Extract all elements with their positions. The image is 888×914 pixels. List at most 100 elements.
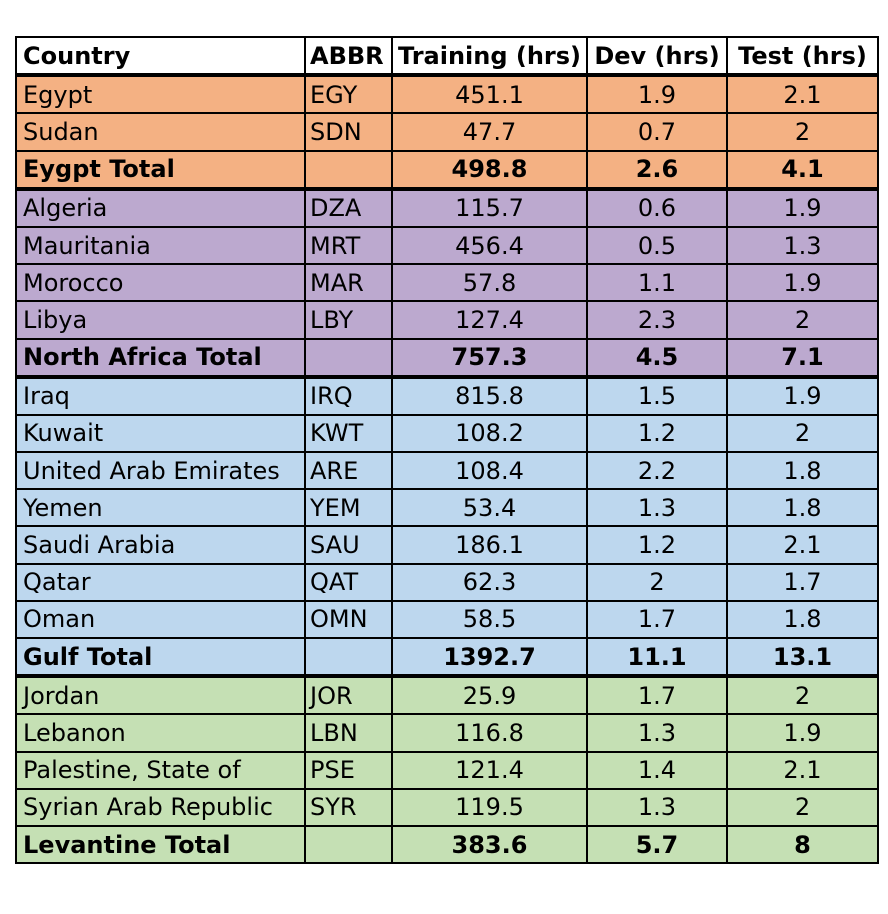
dev-cell: 1.7	[586, 599, 728, 640]
header-row: Country ABBR Training (hrs) Dev (hrs) Te…	[15, 35, 879, 78]
test-cell: 2	[726, 112, 879, 152]
test-cell: 1.9	[726, 375, 879, 416]
header-abbr: ABBR	[304, 35, 393, 78]
dev-cell: 1.7	[586, 675, 728, 716]
country-cell: Kuwait	[15, 413, 306, 454]
abbr-cell: IRQ	[304, 375, 393, 416]
abbr-cell: QAT	[304, 562, 393, 602]
total-test-cell: 13.1	[726, 636, 879, 679]
country-cell: Libya	[15, 300, 306, 340]
total-training-cell: 383.6	[391, 824, 588, 865]
test-cell: 2.1	[726, 74, 879, 115]
total-row: Levantine Total 383.6 5.7 8	[15, 824, 879, 865]
dev-cell: 1.1	[586, 263, 728, 303]
country-cell: Mauritania	[15, 225, 306, 266]
country-cell: Algeria	[15, 187, 306, 228]
test-cell: 1.3	[726, 225, 879, 266]
total-row: Gulf Total 1392.7 11.1 13.1	[15, 636, 879, 679]
training-cell: 815.8	[391, 375, 588, 416]
training-cell: 108.4	[391, 451, 588, 491]
test-cell: 1.9	[726, 713, 879, 753]
abbr-cell: MRT	[304, 225, 393, 266]
total-test-cell: 7.1	[726, 337, 879, 379]
abbr-cell: OMN	[304, 599, 393, 640]
training-cell: 57.8	[391, 263, 588, 303]
country-cell: Sudan	[15, 112, 306, 152]
table-row: Kuwait KWT 108.2 1.2 2	[15, 413, 879, 454]
table-row: Iraq IRQ 815.8 1.5 1.9	[15, 375, 879, 416]
abbr-cell: MAR	[304, 263, 393, 303]
dev-cell: 1.3	[586, 488, 728, 528]
total-dev-cell: 4.5	[586, 337, 728, 379]
total-dev-cell: 2.6	[586, 149, 728, 191]
table-row: Morocco MAR 57.8 1.1 1.9	[15, 263, 879, 303]
country-cell: Palestine, State of	[15, 750, 306, 790]
training-cell: 62.3	[391, 562, 588, 602]
abbr-cell: YEM	[304, 488, 393, 528]
total-label-cell: Levantine Total	[15, 824, 306, 865]
table-row: Mauritania MRT 456.4 0.5 1.3	[15, 225, 879, 266]
training-cell: 47.7	[391, 112, 588, 152]
test-cell: 1.7	[726, 562, 879, 602]
dialect-hours-table: Country ABBR Training (hrs) Dev (hrs) Te…	[15, 35, 879, 865]
training-cell: 456.4	[391, 225, 588, 266]
test-cell: 1.8	[726, 451, 879, 491]
country-cell: Syrian Arab Republic	[15, 787, 306, 827]
dev-cell: 1.4	[586, 750, 728, 790]
country-cell: Saudi Arabia	[15, 525, 306, 565]
abbr-cell: PSE	[304, 750, 393, 790]
table-row: Palestine, State of PSE 121.4 1.4 2.1	[15, 750, 879, 790]
table-body: Egypt EGY 451.1 1.9 2.1 Sudan SDN 47.7 0.7 2 Eygpt…	[15, 74, 879, 865]
total-abbr-cell	[304, 149, 393, 191]
header-dev: Dev (hrs)	[586, 35, 728, 78]
abbr-cell: ARE	[304, 451, 393, 491]
country-cell: United Arab Emirates	[15, 451, 306, 491]
abbr-cell: EGY	[304, 74, 393, 115]
header-country: Country	[15, 35, 306, 78]
total-abbr-cell	[304, 636, 393, 679]
test-cell: 2	[726, 787, 879, 827]
country-cell: Iraq	[15, 375, 306, 416]
abbr-cell: KWT	[304, 413, 393, 454]
training-cell: 53.4	[391, 488, 588, 528]
total-training-cell: 757.3	[391, 337, 588, 379]
dev-cell: 0.5	[586, 225, 728, 266]
training-cell: 115.7	[391, 187, 588, 228]
total-label-cell: Eygpt Total	[15, 149, 306, 191]
table-row: Saudi Arabia SAU 186.1 1.2 2.1	[15, 525, 879, 565]
country-cell: Yemen	[15, 488, 306, 528]
table-row: Sudan SDN 47.7 0.7 2	[15, 112, 879, 152]
abbr-cell: SAU	[304, 525, 393, 565]
training-cell: 58.5	[391, 599, 588, 640]
test-cell: 1.9	[726, 263, 879, 303]
table-row: Syrian Arab Republic SYR 119.5 1.3 2	[15, 787, 879, 827]
total-test-cell: 8	[726, 824, 879, 865]
training-cell: 451.1	[391, 74, 588, 115]
table-row: Algeria DZA 115.7 0.6 1.9	[15, 187, 879, 228]
total-dev-cell: 11.1	[586, 636, 728, 679]
country-cell: Qatar	[15, 562, 306, 602]
training-cell: 121.4	[391, 750, 588, 790]
test-cell: 1.8	[726, 488, 879, 528]
dev-cell: 1.3	[586, 713, 728, 753]
abbr-cell: SDN	[304, 112, 393, 152]
table-row: United Arab Emirates ARE 108.4 2.2 1.8	[15, 451, 879, 491]
test-cell: 2.1	[726, 750, 879, 790]
test-cell: 2	[726, 675, 879, 716]
training-cell: 25.9	[391, 675, 588, 716]
abbr-cell: LBY	[304, 300, 393, 340]
dev-cell: 0.7	[586, 112, 728, 152]
country-cell: Egypt	[15, 74, 306, 115]
country-cell: Jordan	[15, 675, 306, 716]
table-row: Jordan JOR 25.9 1.7 2	[15, 675, 879, 716]
total-label-cell: Gulf Total	[15, 636, 306, 679]
dev-cell: 1.5	[586, 375, 728, 416]
training-cell: 119.5	[391, 787, 588, 827]
country-cell: Oman	[15, 599, 306, 640]
training-cell: 186.1	[391, 525, 588, 565]
dev-cell: 2	[586, 562, 728, 602]
dev-cell: 2.3	[586, 300, 728, 340]
country-cell: Lebanon	[15, 713, 306, 753]
total-dev-cell: 5.7	[586, 824, 728, 865]
country-cell: Morocco	[15, 263, 306, 303]
